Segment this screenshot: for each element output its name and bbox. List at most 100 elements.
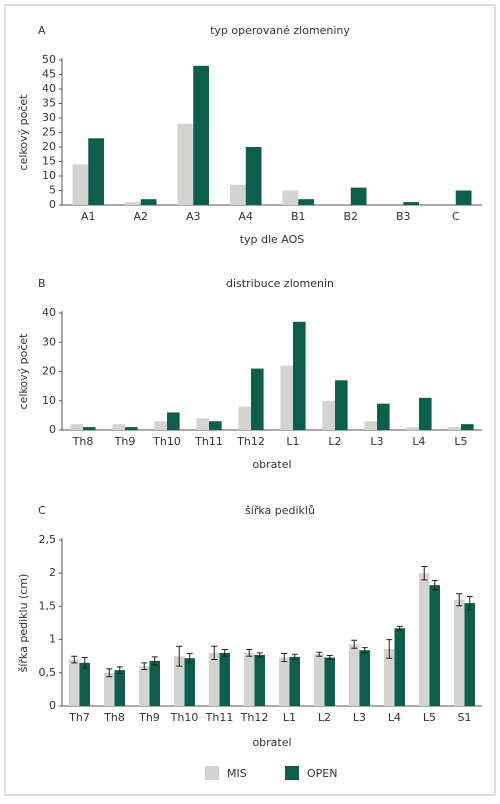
y-tick-label: 2	[49, 566, 56, 579]
bar	[349, 644, 360, 706]
y-tick-label: 35	[42, 97, 56, 110]
bar	[209, 421, 222, 430]
y-tick-label: 10	[42, 169, 56, 182]
y-tick-label: 0	[49, 423, 56, 436]
bar	[359, 650, 370, 706]
bar	[196, 418, 209, 430]
error-bar	[186, 653, 193, 664]
bar	[293, 321, 306, 430]
x-tick-label: Th12	[240, 711, 269, 724]
bar	[384, 648, 395, 706]
x-tick-label: A2	[133, 210, 148, 223]
y-tick-label: 5	[49, 184, 56, 197]
y-tick-label: 2,5	[39, 533, 57, 546]
y-tick-label: 20	[42, 140, 56, 153]
bar	[419, 397, 432, 430]
x-tick-label: Th10	[152, 435, 181, 448]
bar	[314, 654, 325, 706]
y-tick-label: 15	[42, 155, 56, 168]
chart-title: typ operované zlomeniny	[210, 24, 350, 37]
y-tick-label: 0	[49, 198, 56, 211]
bar	[245, 147, 262, 205]
x-tick-label: Th8	[103, 711, 125, 724]
bar	[454, 599, 465, 706]
x-axis-label: typ dle AOS	[240, 233, 305, 246]
y-tick-label: 30	[42, 111, 56, 124]
error-bar	[396, 625, 403, 631]
bar	[448, 427, 461, 430]
x-axis-label: obratel	[252, 458, 291, 471]
bar	[79, 662, 90, 706]
bar	[72, 164, 89, 205]
x-tick-label: A4	[238, 210, 253, 223]
bar	[461, 424, 474, 430]
x-tick-label: Th10	[170, 711, 199, 724]
bar	[174, 656, 185, 706]
error-bar	[351, 639, 358, 649]
bar	[193, 65, 209, 205]
y-axis-label: celkový počet	[17, 94, 30, 171]
frame	[4, 4, 496, 796]
error-bar	[326, 655, 333, 661]
y-axis-label: šířka pediklu (cm)	[17, 574, 30, 673]
x-tick-label: L2	[328, 435, 341, 448]
y-tick-label: 45	[42, 68, 56, 81]
bar	[279, 657, 290, 706]
y-tick-label: 0,5	[39, 666, 57, 679]
error-bar	[246, 649, 253, 657]
panel-letter: B	[38, 277, 46, 290]
x-tick-label: L3	[353, 711, 366, 724]
y-tick-label: 10	[42, 394, 56, 407]
error-bar	[141, 662, 148, 670]
x-tick-label: L5	[454, 435, 467, 448]
bar	[238, 406, 251, 430]
x-tick-label: Th12	[236, 435, 265, 448]
x-tick-label: Th11	[205, 711, 234, 724]
x-tick-label: C	[452, 210, 460, 223]
x-tick-label: L5	[423, 711, 436, 724]
error-bar	[211, 645, 218, 661]
error-bar	[151, 656, 158, 666]
x-tick-label: Th8	[72, 435, 94, 448]
y-tick-label: 40	[42, 306, 56, 319]
bar	[298, 199, 314, 205]
bar	[251, 368, 264, 430]
x-tick-label: L2	[318, 711, 331, 724]
y-tick-label: 1,5	[39, 599, 57, 612]
bar	[289, 656, 300, 706]
x-tick-label: L1	[283, 711, 296, 724]
bar	[69, 659, 80, 706]
x-tick-label: B3	[396, 210, 411, 223]
x-tick-label: B2	[343, 210, 358, 223]
y-tick-label: 20	[42, 365, 56, 378]
error-bar	[291, 653, 298, 661]
error-bar	[221, 649, 228, 657]
x-tick-label: A1	[81, 210, 96, 223]
chart-title: šířka pediklů	[245, 504, 315, 517]
legend-label: MIS	[227, 767, 247, 780]
panel-letter: C	[38, 504, 46, 517]
bar	[324, 657, 335, 706]
error-bar	[106, 668, 113, 678]
bar	[177, 123, 194, 205]
x-tick-label: S1	[458, 711, 472, 724]
y-tick-label: 30	[42, 335, 56, 348]
bar	[244, 652, 255, 706]
bar	[406, 427, 419, 430]
bar	[254, 654, 265, 706]
error-bar	[176, 645, 183, 667]
error-bar	[256, 652, 263, 658]
x-tick-label: L4	[412, 435, 425, 448]
x-tick-label: Th9	[114, 435, 136, 448]
error-bar	[386, 639, 393, 659]
chart-title: distribuce zlomenin	[226, 277, 334, 290]
x-tick-label: A3	[186, 210, 201, 223]
legend-swatch	[285, 766, 299, 780]
bar	[125, 427, 138, 430]
bar	[104, 672, 115, 706]
bar	[280, 365, 293, 430]
bar	[114, 670, 125, 706]
error-bar	[316, 651, 323, 657]
bar	[403, 202, 419, 205]
